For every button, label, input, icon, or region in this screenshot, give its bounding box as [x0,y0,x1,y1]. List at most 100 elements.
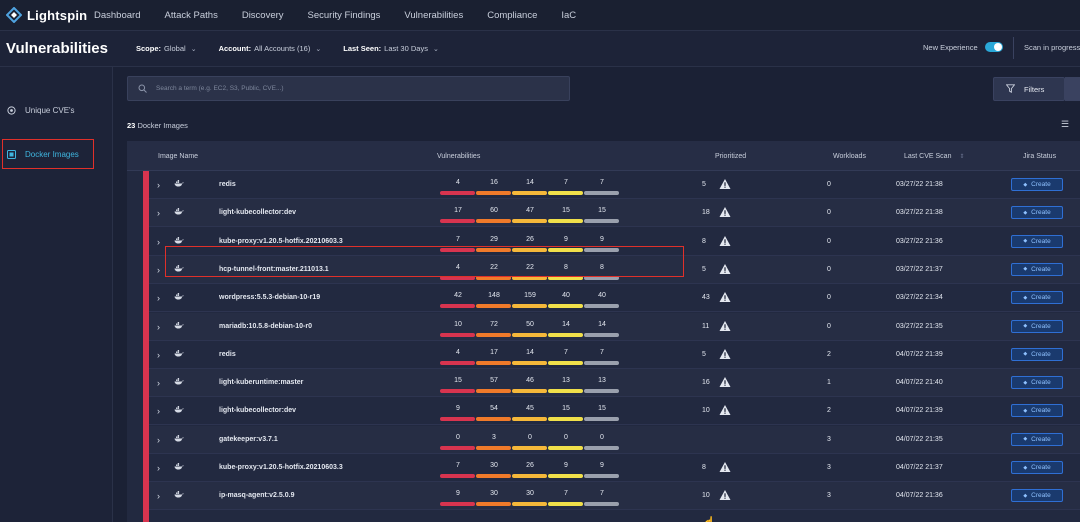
expand-chevron-icon[interactable]: › [157,378,160,389]
jira-create-button[interactable]: ◆ Create [1011,234,1063,248]
severity-bar [584,191,619,195]
jira-create-button[interactable]: ◆ Create [1011,432,1063,446]
expand-chevron-icon[interactable]: › [157,236,160,247]
jira-create-button[interactable]: ◆ Create [1011,206,1063,220]
table-row[interactable]: › light-kuberuntime:master 15 57 46 13 13 16 1 04… [149,369,1080,398]
expand-chevron-icon[interactable]: › [157,349,160,360]
brand-logo[interactable]: Lightspin [6,7,88,23]
scan-status: Scan in progress [1024,43,1080,52]
workloads-count: 0 [827,181,831,188]
severity-bar [548,417,583,422]
sidebar-item-docker-images[interactable]: Docker Images [6,149,79,159]
expand-chevron-icon[interactable]: › [157,321,160,332]
last-seen-filter[interactable]: Last Seen: Last 30 Days ⌄ [343,44,439,53]
expand-chevron-icon[interactable]: › [157,264,160,275]
col-image-name[interactable]: Image Name [158,153,199,160]
vuln-count: 30 [490,490,498,498]
nav-vulnerabilities[interactable]: Vulnerabilities [404,9,464,21]
image-name[interactable]: light-kubecollector:dev [219,407,297,415]
image-name[interactable]: kube-proxy:v1.20.5-hotfix.20210603.3 [219,237,343,245]
result-count: 23 Docker Images [127,121,188,130]
jira-create-button[interactable]: ◆ Create [1011,404,1063,418]
jira-create-button[interactable]: ◆ Create [1011,461,1063,474]
vuln-count: 30 [490,462,498,469]
table-row[interactable]: › kube-proxy:v1.20.5-hotfix.20210603.3 7 29… [149,228,1080,256]
table-row[interactable]: › kube-proxy:v1.20.5-hotfix.20210603.3 7 30… [149,454,1080,482]
search-input[interactable] [156,85,536,92]
image-name[interactable]: kube-proxy:v1.20.5-hotfix.20210603.3 [219,464,343,471]
table-row[interactable]: › redis 4 16 14 7 7 5 0 03/27/22 21:38 ◆ Create [149,171,1080,199]
vuln-count: 7 [600,179,604,186]
search-box[interactable] [127,76,570,101]
image-name[interactable]: wordpress:5.5.3-debian-10-r19 [219,294,321,302]
image-name[interactable]: light-kuberuntime:master [219,379,304,387]
create-button-label: Create [1031,435,1051,443]
table-row[interactable]: › ip-masq-agent:v2.5.0.9 9 30 30 7 7 10 3 04/07/2… [149,482,1080,511]
scope-filter[interactable]: Scope: Global ⌄ [136,44,197,53]
workloads-count: 0 [827,237,831,245]
severity-bar [512,304,547,309]
jira-create-button[interactable]: ◆ Create [1011,376,1063,390]
table-row[interactable]: › wordpress:5.5.3-debian-10-r19 42 148 159 40… [149,284,1080,313]
nav-security-findings[interactable]: Security Findings [307,9,381,21]
jira-create-button[interactable]: ◆ Create [1011,178,1063,191]
nav-iac[interactable]: IaC [561,9,577,21]
list-view-icon[interactable]: ☰ [1061,119,1070,129]
table-row[interactable]: › hcp-tunnel-front:master.211013.1 4 22 22 8 8… [149,255,1080,284]
image-name[interactable]: redis [219,350,236,358]
scope-filter-value: Global [164,44,186,53]
jira-create-button[interactable]: ◆ Create [1011,291,1063,305]
vuln-count: 15 [598,405,606,413]
table-row[interactable]: › gatekeeper:v3.7.1 0 3 0 0 0 3 04/07/22 21:35 ◆ C… [149,425,1080,454]
col-prioritized[interactable]: Prioritized [715,153,747,160]
severity-bar [548,191,583,195]
expand-chevron-icon[interactable]: › [157,406,160,417]
prioritized-count: 10 [702,492,710,500]
jira-create-button[interactable]: ◆ Create [1011,489,1063,503]
expand-chevron-icon[interactable]: › [157,434,160,445]
expand-chevron-icon[interactable]: › [157,463,160,473]
image-name[interactable]: mariadb:10.5.8-debian-10-r0 [219,322,312,330]
table-row[interactable]: › light-kubecollector:dev 17 60 47 15 15 18 0 03/… [149,199,1080,228]
table-row[interactable]: › mariadb:10.5.8-debian-10-r0 10 72 50 14 14 11… [149,312,1080,341]
image-name[interactable]: redis [219,181,236,188]
jira-create-button[interactable]: ◆ Create [1011,347,1063,361]
sidebar-highlight-box [2,139,94,169]
vuln-count: 29 [490,235,498,243]
sidebar-item-unique-cves[interactable]: Unique CVE's [6,105,75,115]
vuln-count: 7 [600,490,604,498]
image-name[interactable]: light-kubecollector:dev [219,209,297,217]
expand-chevron-icon[interactable]: › [157,180,160,190]
col-workloads[interactable]: Workloads [833,153,866,160]
filters-button[interactable]: Filters [993,77,1065,101]
nav-compliance[interactable]: Compliance [487,9,538,21]
col-last-cve-scan[interactable]: Last CVE Scan ⇕ [904,153,965,160]
image-name[interactable]: hcp-tunnel-front:master.211013.1 [219,265,329,273]
expand-chevron-icon[interactable]: › [157,208,160,219]
jira-icon: ◆ [1023,464,1028,471]
expand-chevron-icon[interactable]: › [157,293,160,304]
image-name[interactable]: ip-masq-agent:v2.5.0.9 [219,492,295,500]
account-filter[interactable]: Account: All Accounts (16) ⌄ [219,44,322,53]
nav-discovery[interactable]: Discovery [241,9,284,21]
nav-dashboard[interactable]: Dashboard [94,9,141,21]
severity-bar [584,275,619,280]
jira-create-button[interactable]: ◆ Create [1011,319,1063,333]
table-row[interactable]: › light-kubecollector:dev 9 54 45 15 15 10 2 04/0… [149,397,1080,426]
jira-icon: ◆ [1023,323,1028,329]
severity-bar [584,445,619,450]
col-vulnerabilities[interactable]: Vulnerabilities [437,153,481,160]
docker-whale-icon [174,321,184,331]
severity-bar [440,219,475,224]
filter-funnel-icon [1005,83,1016,95]
image-name[interactable]: gatekeeper:v3.7.1 [219,435,278,443]
nav-attack-paths[interactable]: Attack Paths [164,9,218,21]
jira-create-button[interactable]: ◆ Create [1011,262,1063,276]
table-row[interactable]: › redis 4 17 14 7 7 5 2 04/07/22 21:39 ◆ Create [149,341,1080,369]
new-experience-toggle[interactable] [985,42,1003,52]
docker-images-icon [6,149,16,159]
severity-bar [440,191,475,195]
vuln-count: 9 [600,462,604,469]
col-jira-status[interactable]: Jira Status [1023,153,1057,160]
expand-chevron-icon[interactable]: › [157,491,160,502]
